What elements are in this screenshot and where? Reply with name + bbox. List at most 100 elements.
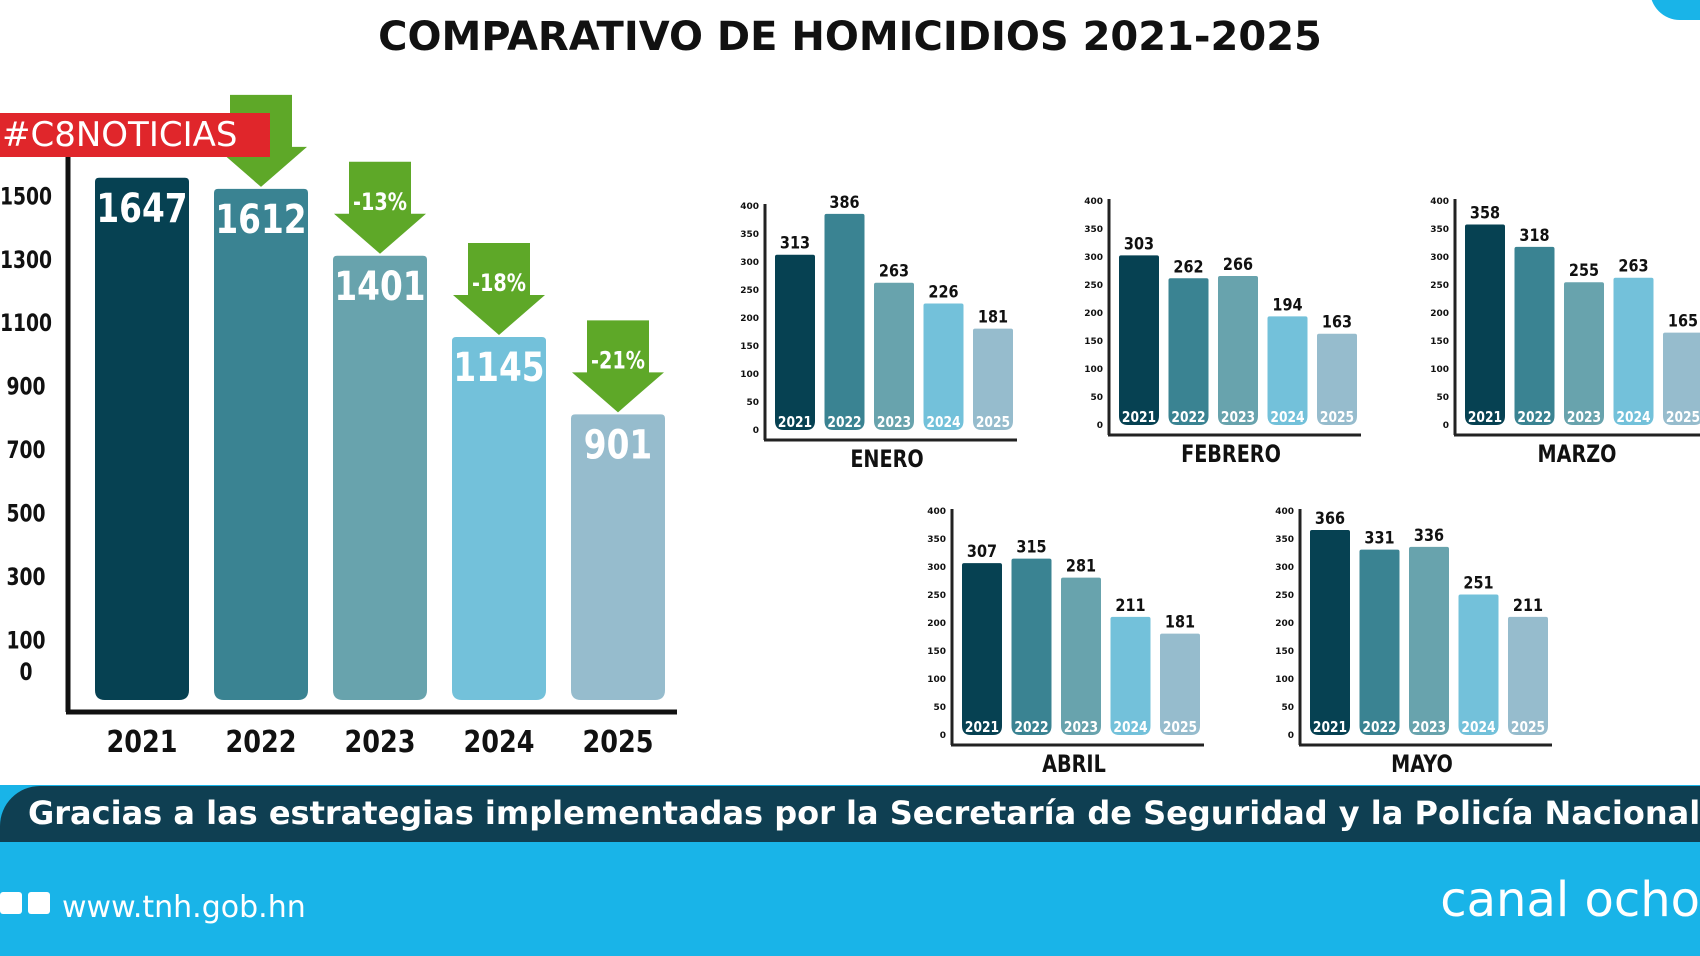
month-chart-mayo: 0 50 100 150 200 250 300 350 400 366 2021 331 2022 33…: [1275, 507, 1552, 779]
month-value-label: 211: [1115, 595, 1145, 615]
month-title: ABRIL: [1042, 751, 1106, 779]
month-y-tick-label: 150: [927, 647, 946, 657]
month-value-label: 303: [1124, 233, 1154, 253]
month-chart-marzo: 0 50 100 150 200 250 300 350 400 358 2021 318 2022 25…: [1430, 197, 1700, 469]
month-y-tick-label: 150: [740, 342, 759, 352]
month-value-label: 181: [978, 306, 1008, 326]
main-y-tick-label: 300: [6, 564, 45, 592]
month-y-tick-label: 250: [1084, 281, 1103, 291]
month-value-label: 262: [1173, 256, 1203, 276]
main-value-label: 1401: [334, 263, 425, 310]
month-bar-2023: [1218, 276, 1258, 425]
month-bar-2024: [1267, 316, 1308, 425]
main-value-label: 901: [584, 421, 652, 468]
month-value-label: 358: [1470, 202, 1500, 222]
month-y-tick-label: 350: [1084, 225, 1103, 235]
down-arrow-icon: [453, 242, 545, 335]
month-bar-2021: [1310, 530, 1350, 735]
month-y-tick-label: 50: [933, 703, 946, 713]
month-category-label: 2023: [1221, 409, 1255, 426]
main-y-tick-label: 900: [6, 373, 45, 401]
main-y-tick-label: 500: [6, 500, 45, 528]
month-bar-2023: [1409, 546, 1449, 735]
month-bar-2022: [824, 213, 865, 430]
month-category-label: 2022: [827, 414, 861, 431]
month-bar-2021: [962, 563, 1002, 735]
month-bar-2025: [1508, 616, 1548, 735]
month-value-label: 331: [1364, 527, 1394, 547]
month-value-label: 263: [879, 261, 909, 281]
main-y-tick-label: 1100: [0, 310, 52, 338]
month-y-tick-label: 400: [927, 507, 946, 517]
month-bar-2025: [973, 328, 1013, 430]
month-y-tick-label: 200: [1430, 309, 1449, 319]
month-y-tick-label: 150: [1430, 337, 1449, 347]
month-y-tick-label: 350: [740, 230, 759, 240]
main-category-label: 2023: [345, 724, 416, 760]
month-category-label: 2025: [1511, 719, 1545, 736]
main-chart: 0100300500700900110013001500170016472021…: [0, 94, 677, 760]
month-bar-2023: [874, 282, 914, 430]
month-category-label: 2023: [1412, 719, 1446, 736]
month-bar-2024: [1613, 277, 1654, 425]
month-category-label: 2022: [1171, 409, 1205, 426]
month-value-label: 194: [1272, 294, 1302, 314]
month-y-tick-label: 200: [927, 619, 946, 629]
month-y-tick-label: 100: [1430, 365, 1449, 375]
month-value-label: 336: [1414, 525, 1444, 545]
month-y-tick-label: 350: [927, 535, 946, 545]
month-value-label: 255: [1569, 260, 1599, 280]
main-value-label: 1647: [96, 185, 187, 232]
main-bar-2024: [452, 336, 546, 700]
month-chart-enero: 0 50 100 150 200 250 300 350 400 313 2021 386 2022 26…: [740, 192, 1017, 474]
month-y-tick-label: 100: [927, 675, 946, 685]
month-category-label: 2022: [1517, 409, 1551, 426]
main-bar-2021: [95, 177, 189, 700]
main-value-label: 1145: [453, 344, 544, 391]
month-value-label: 163: [1322, 312, 1352, 332]
month-category-label: 2021: [1468, 409, 1502, 426]
month-y-tick-label: 50: [1090, 393, 1103, 403]
month-value-label: 263: [1618, 256, 1648, 276]
month-value-label: 211: [1513, 595, 1543, 615]
month-y-tick-label: 100: [1275, 675, 1294, 685]
website-link[interactable]: www.tnh.gob.hn: [62, 890, 306, 925]
month-value-label: 165: [1668, 310, 1698, 330]
month-y-tick-label: 50: [1436, 393, 1449, 403]
month-y-tick-label: 150: [1084, 337, 1103, 347]
month-category-label: 2022: [1014, 719, 1048, 736]
month-y-tick-label: 100: [1084, 365, 1103, 375]
month-y-tick-label: 300: [740, 258, 759, 268]
month-value-label: 281: [1066, 555, 1096, 575]
month-value-label: 307: [967, 541, 997, 561]
main-category-label: 2025: [583, 724, 654, 760]
change-percent-label: -13%: [353, 189, 407, 217]
month-value-label: 181: [1165, 611, 1195, 631]
month-y-tick-label: 300: [1084, 253, 1103, 263]
month-bar-2024: [1110, 616, 1151, 735]
month-y-tick-label: 0: [1443, 421, 1449, 431]
month-y-tick-label: 150: [1275, 647, 1294, 657]
change-percent-label: -21%: [591, 347, 645, 375]
month-y-tick-label: 300: [1275, 563, 1294, 573]
main-category-label: 2024: [464, 724, 535, 760]
month-y-tick-label: 300: [1430, 253, 1449, 263]
main-y-tick-label: 1500: [0, 183, 52, 211]
month-y-tick-label: 400: [1084, 197, 1103, 207]
month-value-label: 318: [1519, 225, 1549, 245]
month-y-tick-label: 250: [1275, 591, 1294, 601]
month-y-tick-label: 250: [1430, 281, 1449, 291]
month-y-tick-label: 200: [1084, 309, 1103, 319]
month-bar-2022: [1514, 246, 1555, 425]
month-y-tick-label: 0: [940, 731, 946, 741]
month-category-label: 2025: [1666, 409, 1700, 426]
month-y-tick-label: 350: [1430, 225, 1449, 235]
month-value-label: 226: [928, 281, 958, 301]
month-category-label: 2021: [1313, 719, 1347, 736]
month-bar-2021: [775, 254, 815, 430]
month-value-label: 315: [1016, 536, 1046, 556]
corner-decoration: [1650, 0, 1700, 20]
main-y-tick-label: 700: [6, 437, 45, 465]
month-category-label: 2024: [926, 414, 960, 431]
